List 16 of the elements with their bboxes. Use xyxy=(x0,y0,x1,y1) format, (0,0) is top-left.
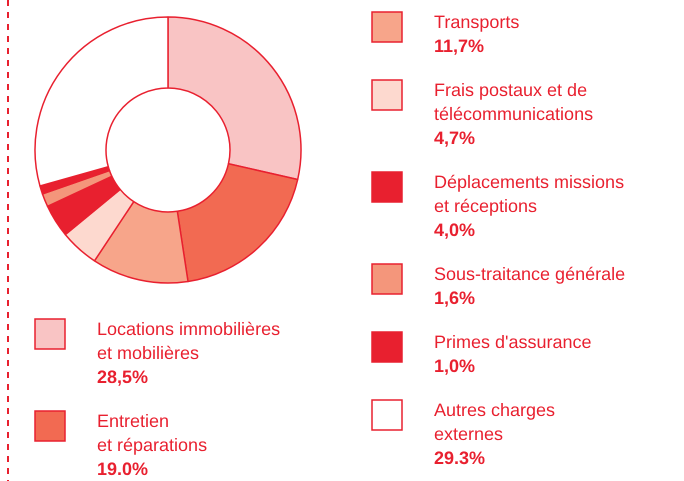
data-label: 1,0% xyxy=(434,356,476,376)
data-label: 1,6% xyxy=(434,288,476,308)
legend-label: Déplacements missions et réceptions xyxy=(434,172,624,216)
data-label: 19.0% xyxy=(97,459,148,479)
data-label: 28,5% xyxy=(97,367,148,387)
legend-label: Transports xyxy=(434,12,520,32)
data-label: 11,7% xyxy=(434,36,484,56)
data-label: 29.3% xyxy=(434,448,486,468)
data-label: 4,0% xyxy=(434,220,476,240)
legend-label: Entretien et réparations xyxy=(97,411,208,455)
legend-label: Autres charges externes xyxy=(434,400,556,444)
data-label: 4,7% xyxy=(434,128,476,148)
legend-label: Primes d'assurance xyxy=(434,332,592,352)
legend-label: Sous-traitance générale xyxy=(434,264,626,284)
legend-label: Locations immobilières et mobilières xyxy=(97,319,280,363)
legend-label: Frais postaux et de télécommunications xyxy=(434,80,594,124)
